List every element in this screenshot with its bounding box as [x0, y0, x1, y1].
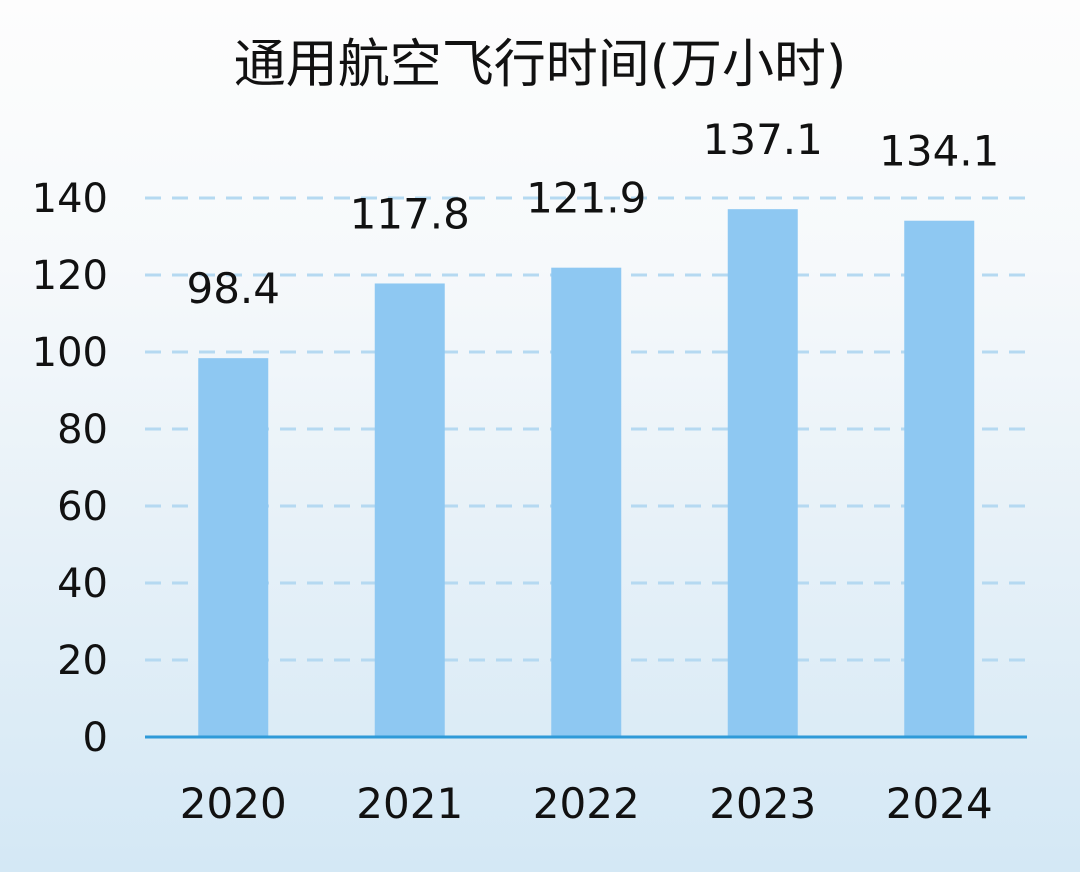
- bar-2022: [551, 267, 622, 737]
- y-tick-label: 60: [57, 484, 108, 530]
- x-tick-label-2024: 2024: [886, 779, 993, 828]
- y-tick-label: 100: [32, 330, 108, 376]
- y-tick-label: 0: [83, 715, 108, 761]
- y-tick-label: 140: [32, 176, 108, 222]
- y-tick-label: 20: [57, 638, 108, 684]
- y-tick-label: 80: [57, 407, 108, 453]
- y-axis-tick-labels: 0 20 40 60 80 100 120 140: [32, 176, 108, 761]
- bars: [198, 209, 975, 738]
- data-labels: 98.4 117.8 121.9 137.1 134.1: [186, 115, 999, 313]
- bar-2021: [374, 283, 445, 737]
- y-tick-label: 120: [32, 253, 108, 299]
- data-label-2023: 137.1: [703, 115, 823, 164]
- y-tick-label: 40: [57, 561, 108, 607]
- data-label-2022: 121.9: [526, 174, 646, 223]
- data-label-2024: 134.1: [879, 127, 999, 176]
- data-label-2020: 98.4: [186, 264, 280, 313]
- x-tick-label-2020: 2020: [180, 779, 287, 828]
- bar-2020: [198, 358, 269, 737]
- data-label-2021: 117.8: [350, 189, 470, 238]
- x-tick-label-2022: 2022: [533, 779, 640, 828]
- bar-2023: [727, 209, 798, 738]
- x-tick-label-2021: 2021: [356, 779, 463, 828]
- chart-title: 通用航空飞行时间(万小时): [234, 35, 847, 95]
- bar-2024: [904, 220, 975, 738]
- x-axis-tick-labels: 2020 2021 2022 2023 2024: [180, 779, 993, 828]
- x-tick-label-2023: 2023: [709, 779, 816, 828]
